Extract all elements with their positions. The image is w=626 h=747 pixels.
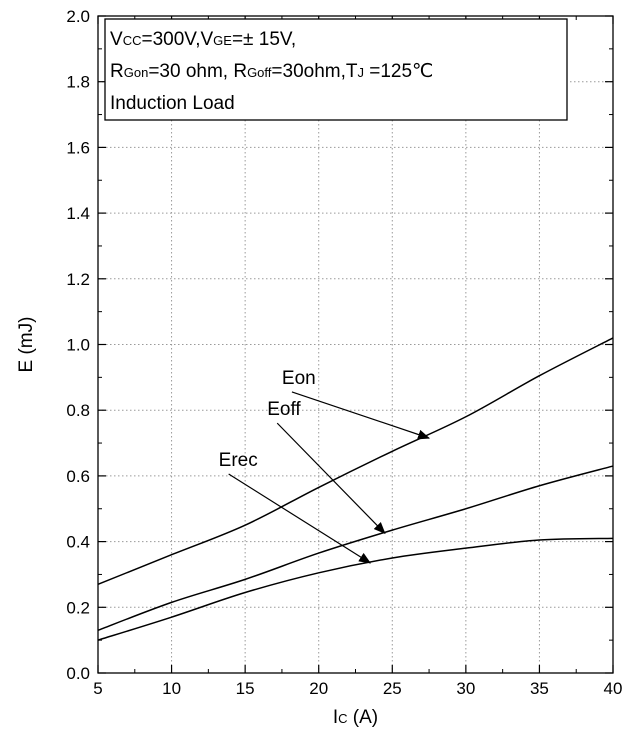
series-label-erec: Erec bbox=[219, 450, 258, 471]
series-line-eon bbox=[97, 337, 614, 586]
x-axis-title-main: I bbox=[333, 707, 338, 728]
y-tick-label: 0.4 bbox=[66, 533, 90, 552]
y-tick-label: 0.6 bbox=[66, 467, 90, 486]
y-tick-label: 1.0 bbox=[66, 336, 90, 355]
conditions-legend: VCC=300V,VGE=± 15V,RGon=30 ohm, RGoff=30… bbox=[104, 18, 568, 121]
y-tick-label: 0.2 bbox=[66, 598, 90, 617]
conditions-text: =125℃ bbox=[364, 61, 433, 82]
conditions-text: R bbox=[110, 61, 124, 82]
series-group: Eon Eoff Erec bbox=[97, 337, 614, 641]
conditions-line: RGon=30 ohm, RGoff=30ohm,TJ =125℃ bbox=[110, 61, 433, 82]
x-axis-title-sub: C bbox=[338, 711, 347, 726]
x-axis-title-unit: (A) bbox=[348, 707, 379, 728]
series-label-eoff: Eoff bbox=[267, 399, 301, 420]
series-line-erec bbox=[97, 537, 614, 641]
conditions-subscript: Goff bbox=[247, 65, 272, 80]
x-tick-label: 35 bbox=[530, 679, 549, 698]
conditions-text: =30ohm,T bbox=[271, 61, 357, 82]
conditions-legend-box bbox=[104, 18, 568, 121]
conditions-line: Induction Load bbox=[110, 93, 235, 114]
conditions-subscript: GE bbox=[213, 33, 232, 48]
conditions-subscript: CC bbox=[123, 33, 142, 48]
conditions-text: V bbox=[110, 29, 123, 50]
conditions-subscript: J bbox=[357, 65, 364, 80]
series-arrow-eoff bbox=[276, 422, 386, 535]
x-tick-label: 30 bbox=[456, 679, 475, 698]
x-tick-label: 5 bbox=[93, 679, 102, 698]
conditions-subscript: Gon bbox=[124, 65, 149, 80]
y-tick-label: 1.2 bbox=[66, 270, 90, 289]
x-tick-label: 15 bbox=[236, 679, 255, 698]
conditions-text: =30 ohm, R bbox=[148, 61, 247, 82]
x-tick-label: 25 bbox=[383, 679, 402, 698]
y-tick-label: 1.8 bbox=[66, 73, 90, 92]
conditions-line: VCC=300V,VGE=± 15V, bbox=[110, 29, 296, 50]
y-tick-label: 2.0 bbox=[66, 7, 90, 26]
conditions-text: Induction Load bbox=[110, 93, 235, 114]
x-axis-title: IC (A) bbox=[333, 707, 378, 728]
conditions-text: =300V,V bbox=[141, 29, 213, 50]
y-tick-label: 0.8 bbox=[66, 401, 90, 420]
x-tick-label: 10 bbox=[162, 679, 181, 698]
series-line-eoff bbox=[97, 465, 614, 631]
y-axis-title: E (mJ) bbox=[16, 317, 37, 373]
conditions-text: =± 15V, bbox=[232, 29, 296, 50]
y-axis: 0.0 0.2 0.4 0.6 0.8 1.0 1.2 1.4 1.6 1.8 2.0 bbox=[66, 7, 613, 683]
series-arrow-eon bbox=[291, 391, 431, 440]
series-arrow-erec bbox=[228, 473, 372, 564]
x-tick-label: 40 bbox=[604, 679, 623, 698]
series-label-eon: Eon bbox=[282, 368, 316, 389]
y-tick-label: 1.4 bbox=[66, 204, 90, 223]
x-tick-label: 20 bbox=[309, 679, 328, 698]
y-tick-label: 0.0 bbox=[66, 664, 90, 683]
y-tick-label: 1.6 bbox=[66, 138, 90, 157]
